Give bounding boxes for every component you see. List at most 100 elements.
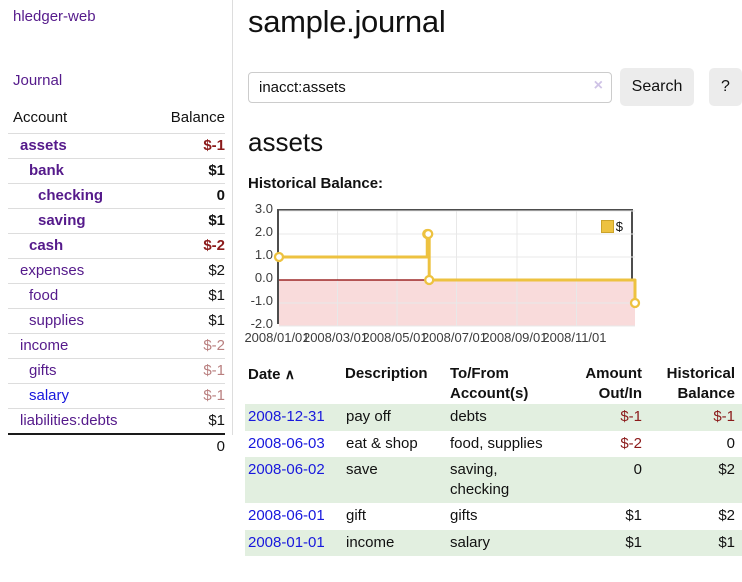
transaction-date-cell: 2008-06-03 (245, 431, 345, 458)
y-axis-tick-label: -2.0 (250, 316, 273, 331)
transaction-date-link[interactable]: 2008-06-01 (248, 507, 325, 524)
account-row: checking 0 (8, 183, 225, 209)
account-balance: $2 (148, 258, 225, 284)
account-link[interactable]: assets (20, 137, 67, 154)
historical-balance-header: Historical Balance (666, 365, 735, 402)
account-link[interactable]: gifts (29, 362, 57, 379)
transactions-table: Date ∧ Description To/From Account(s) Am… (245, 364, 742, 556)
total-balance: 0 (148, 433, 225, 459)
transaction-date-link[interactable]: 2008-06-03 (248, 434, 325, 452)
account-link[interactable]: cash (29, 237, 64, 254)
historical-balance-chart: $ 3.0 2.0 1.0 0.0 -1.0 -2.0 2008/01/01 2008/03/… (244, 201, 742, 345)
transaction-amount: 0 (633, 461, 642, 478)
transaction-date-link[interactable]: 2008-06-02 (248, 461, 325, 478)
account-link[interactable]: salary (29, 387, 70, 404)
account-row: gifts $-1 (8, 358, 225, 384)
account-balance: $1 (148, 208, 225, 234)
transaction-balance: $2 (718, 507, 735, 524)
search-form: × Search ? (248, 68, 742, 106)
account-link[interactable]: food (29, 287, 59, 304)
account-row: bank $1 (8, 158, 225, 184)
account-row: saving $1 (8, 208, 225, 234)
account-row: cash $-2 (8, 233, 225, 259)
x-axis-tick-label: 2008/05/01 (362, 330, 428, 345)
sidebar-item-journal[interactable]: Journal (13, 72, 63, 89)
page-title: sample.journal (248, 4, 446, 39)
account-balance: $-2 (148, 333, 225, 359)
tofrom-header: To/From Account(s) (450, 365, 529, 402)
search-input[interactable] (248, 71, 612, 103)
transaction-accounts: gifts (450, 507, 478, 524)
account-balance: $-1 (148, 358, 225, 384)
description-header: Description (345, 365, 428, 382)
x-axis-tick-label: 2008/11/01 (542, 330, 607, 345)
y-axis-tick-label: 1.0 (254, 247, 273, 262)
account-row: liabilities:debts $1 (8, 408, 225, 434)
legend-label: $ (615, 219, 623, 234)
account-row: food $1 (8, 283, 225, 309)
transaction-accounts: saving, checking (450, 461, 510, 498)
sidebar-divider (232, 0, 233, 435)
transaction-description: eat & shop (346, 434, 418, 452)
account-link[interactable]: saving (38, 212, 86, 229)
transaction-description: income (346, 533, 395, 551)
transaction-description: gift (346, 507, 367, 524)
account-balance: $-2 (148, 233, 225, 259)
transaction-amount: $1 (625, 533, 642, 551)
chart-legend: $ (599, 218, 624, 235)
account-row: supplies $1 (8, 308, 225, 334)
account-balance: $-1 (148, 383, 225, 409)
account-balance: $1 (148, 408, 225, 434)
account-link[interactable]: supplies (29, 312, 85, 329)
account-row: expenses $2 (8, 258, 225, 284)
clear-search-icon[interactable]: × (593, 76, 603, 94)
transaction-row: 2008-01-01 income salary $1 $1 (245, 529, 742, 556)
sort-ascending-icon: ∧ (284, 366, 295, 382)
account-row: assets $-1 (8, 133, 225, 159)
chart-series-svg (273, 210, 641, 327)
transaction-row: 2008-06-02 save saving, checking 0 $2 (245, 457, 742, 503)
account-row: income $-2 (8, 333, 225, 359)
account-link[interactable]: checking (38, 187, 104, 204)
x-axis-tick-label: 2008/09/01 (482, 330, 548, 345)
date-sort-header[interactable]: Date ∧ (248, 366, 295, 383)
transaction-balance: $-1 (713, 408, 735, 425)
account-balance-table: Account Balance assets $-1 bank $1 checking 0… (8, 105, 225, 459)
y-axis-tick-label: -1.0 (250, 293, 273, 308)
help-button[interactable]: ? (709, 68, 742, 106)
account-column-header: Account (13, 109, 68, 126)
app-brand-link[interactable]: hledger-web (13, 8, 96, 25)
account-balance: $1 (148, 308, 225, 334)
transaction-date-cell: 2008-06-01 (245, 503, 345, 530)
main-content: sample.journal × Search ? assets Histori… (244, 0, 742, 556)
y-axis-tick-label: 3.0 (254, 201, 273, 216)
transaction-balance: 0 (726, 434, 735, 452)
account-balance: $1 (148, 283, 225, 309)
transaction-row: 2008-06-01 gift gifts $1 $2 (245, 503, 742, 530)
amount-header: Amount Out/In (585, 365, 642, 402)
x-axis-tick-label: 2008/03/01 (302, 330, 369, 345)
transaction-amount: $-2 (620, 434, 642, 452)
account-balance: $1 (148, 158, 225, 184)
transaction-date-link[interactable]: 2008-01-01 (248, 533, 325, 551)
transaction-accounts: debts (450, 408, 487, 425)
balance-column-header: Balance (170, 109, 225, 126)
account-link[interactable]: income (20, 337, 69, 354)
transaction-row: 2008-06-03 eat & shop food, supplies $-2 0 (245, 431, 742, 458)
y-axis-tick-label: 0.0 (254, 270, 273, 285)
transaction-description: pay off (346, 408, 391, 425)
account-link[interactable]: liabilities:debts (20, 412, 118, 429)
transaction-accounts: food, supplies (450, 434, 543, 452)
transaction-date-cell: 2008-12-31 (245, 404, 345, 431)
transaction-date-link[interactable]: 2008-12-31 (248, 408, 325, 425)
transaction-row: 2008-12-31 pay off debts $-1 $-1 (245, 404, 742, 431)
account-link[interactable]: expenses (20, 262, 85, 279)
y-axis-tick-label: 2.0 (254, 224, 273, 239)
account-link[interactable]: bank (29, 162, 65, 179)
account-balance: 0 (148, 183, 225, 209)
chart-title: Historical Balance: (248, 175, 384, 192)
account-row: salary $-1 (8, 383, 225, 409)
account-heading: assets (248, 127, 324, 157)
search-button[interactable]: Search (620, 68, 694, 106)
transaction-balance: $2 (718, 461, 735, 478)
